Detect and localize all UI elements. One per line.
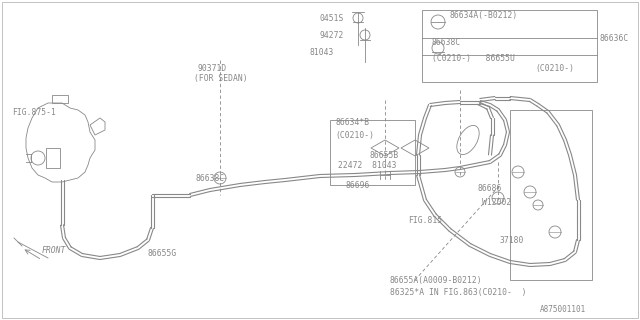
Text: 86634*B: 86634*B bbox=[335, 117, 369, 126]
Text: 81043: 81043 bbox=[310, 47, 334, 57]
Text: FRONT: FRONT bbox=[42, 245, 67, 254]
Text: A875001101: A875001101 bbox=[540, 306, 586, 315]
Text: 0451S: 0451S bbox=[320, 13, 344, 22]
Text: 86655A(A0009-B0212): 86655A(A0009-B0212) bbox=[390, 276, 483, 284]
Text: 86638C: 86638C bbox=[195, 173, 224, 182]
Text: (FOR SEDAN): (FOR SEDAN) bbox=[194, 74, 248, 83]
Text: 86634A(-B0212): 86634A(-B0212) bbox=[450, 11, 518, 20]
Text: 37180: 37180 bbox=[500, 236, 524, 244]
Text: 86636C: 86636C bbox=[600, 34, 629, 43]
Bar bbox=[330, 120, 415, 185]
Bar bbox=[510, 110, 592, 280]
Text: 86686: 86686 bbox=[478, 183, 502, 193]
Text: 86696: 86696 bbox=[345, 180, 369, 189]
Text: 90371D: 90371D bbox=[198, 63, 227, 73]
Text: (C0210-): (C0210-) bbox=[335, 131, 374, 140]
Text: (C0210-)   86655U: (C0210-) 86655U bbox=[432, 53, 515, 62]
Text: FIG.815: FIG.815 bbox=[408, 215, 442, 225]
Text: 94272: 94272 bbox=[320, 30, 344, 39]
Bar bbox=[422, 10, 597, 82]
Text: 86655B: 86655B bbox=[370, 150, 399, 159]
Text: FIG.875-1: FIG.875-1 bbox=[12, 108, 56, 116]
Text: 86325*A IN FIG.863(C0210-  ): 86325*A IN FIG.863(C0210- ) bbox=[390, 287, 527, 297]
Bar bbox=[46, 148, 60, 168]
Text: W12002: W12002 bbox=[482, 197, 511, 206]
Text: 22472  81043: 22472 81043 bbox=[338, 161, 397, 170]
Text: 86655G: 86655G bbox=[148, 249, 177, 258]
Text: 86638C: 86638C bbox=[432, 37, 461, 46]
Text: (C0210-): (C0210-) bbox=[535, 63, 574, 73]
